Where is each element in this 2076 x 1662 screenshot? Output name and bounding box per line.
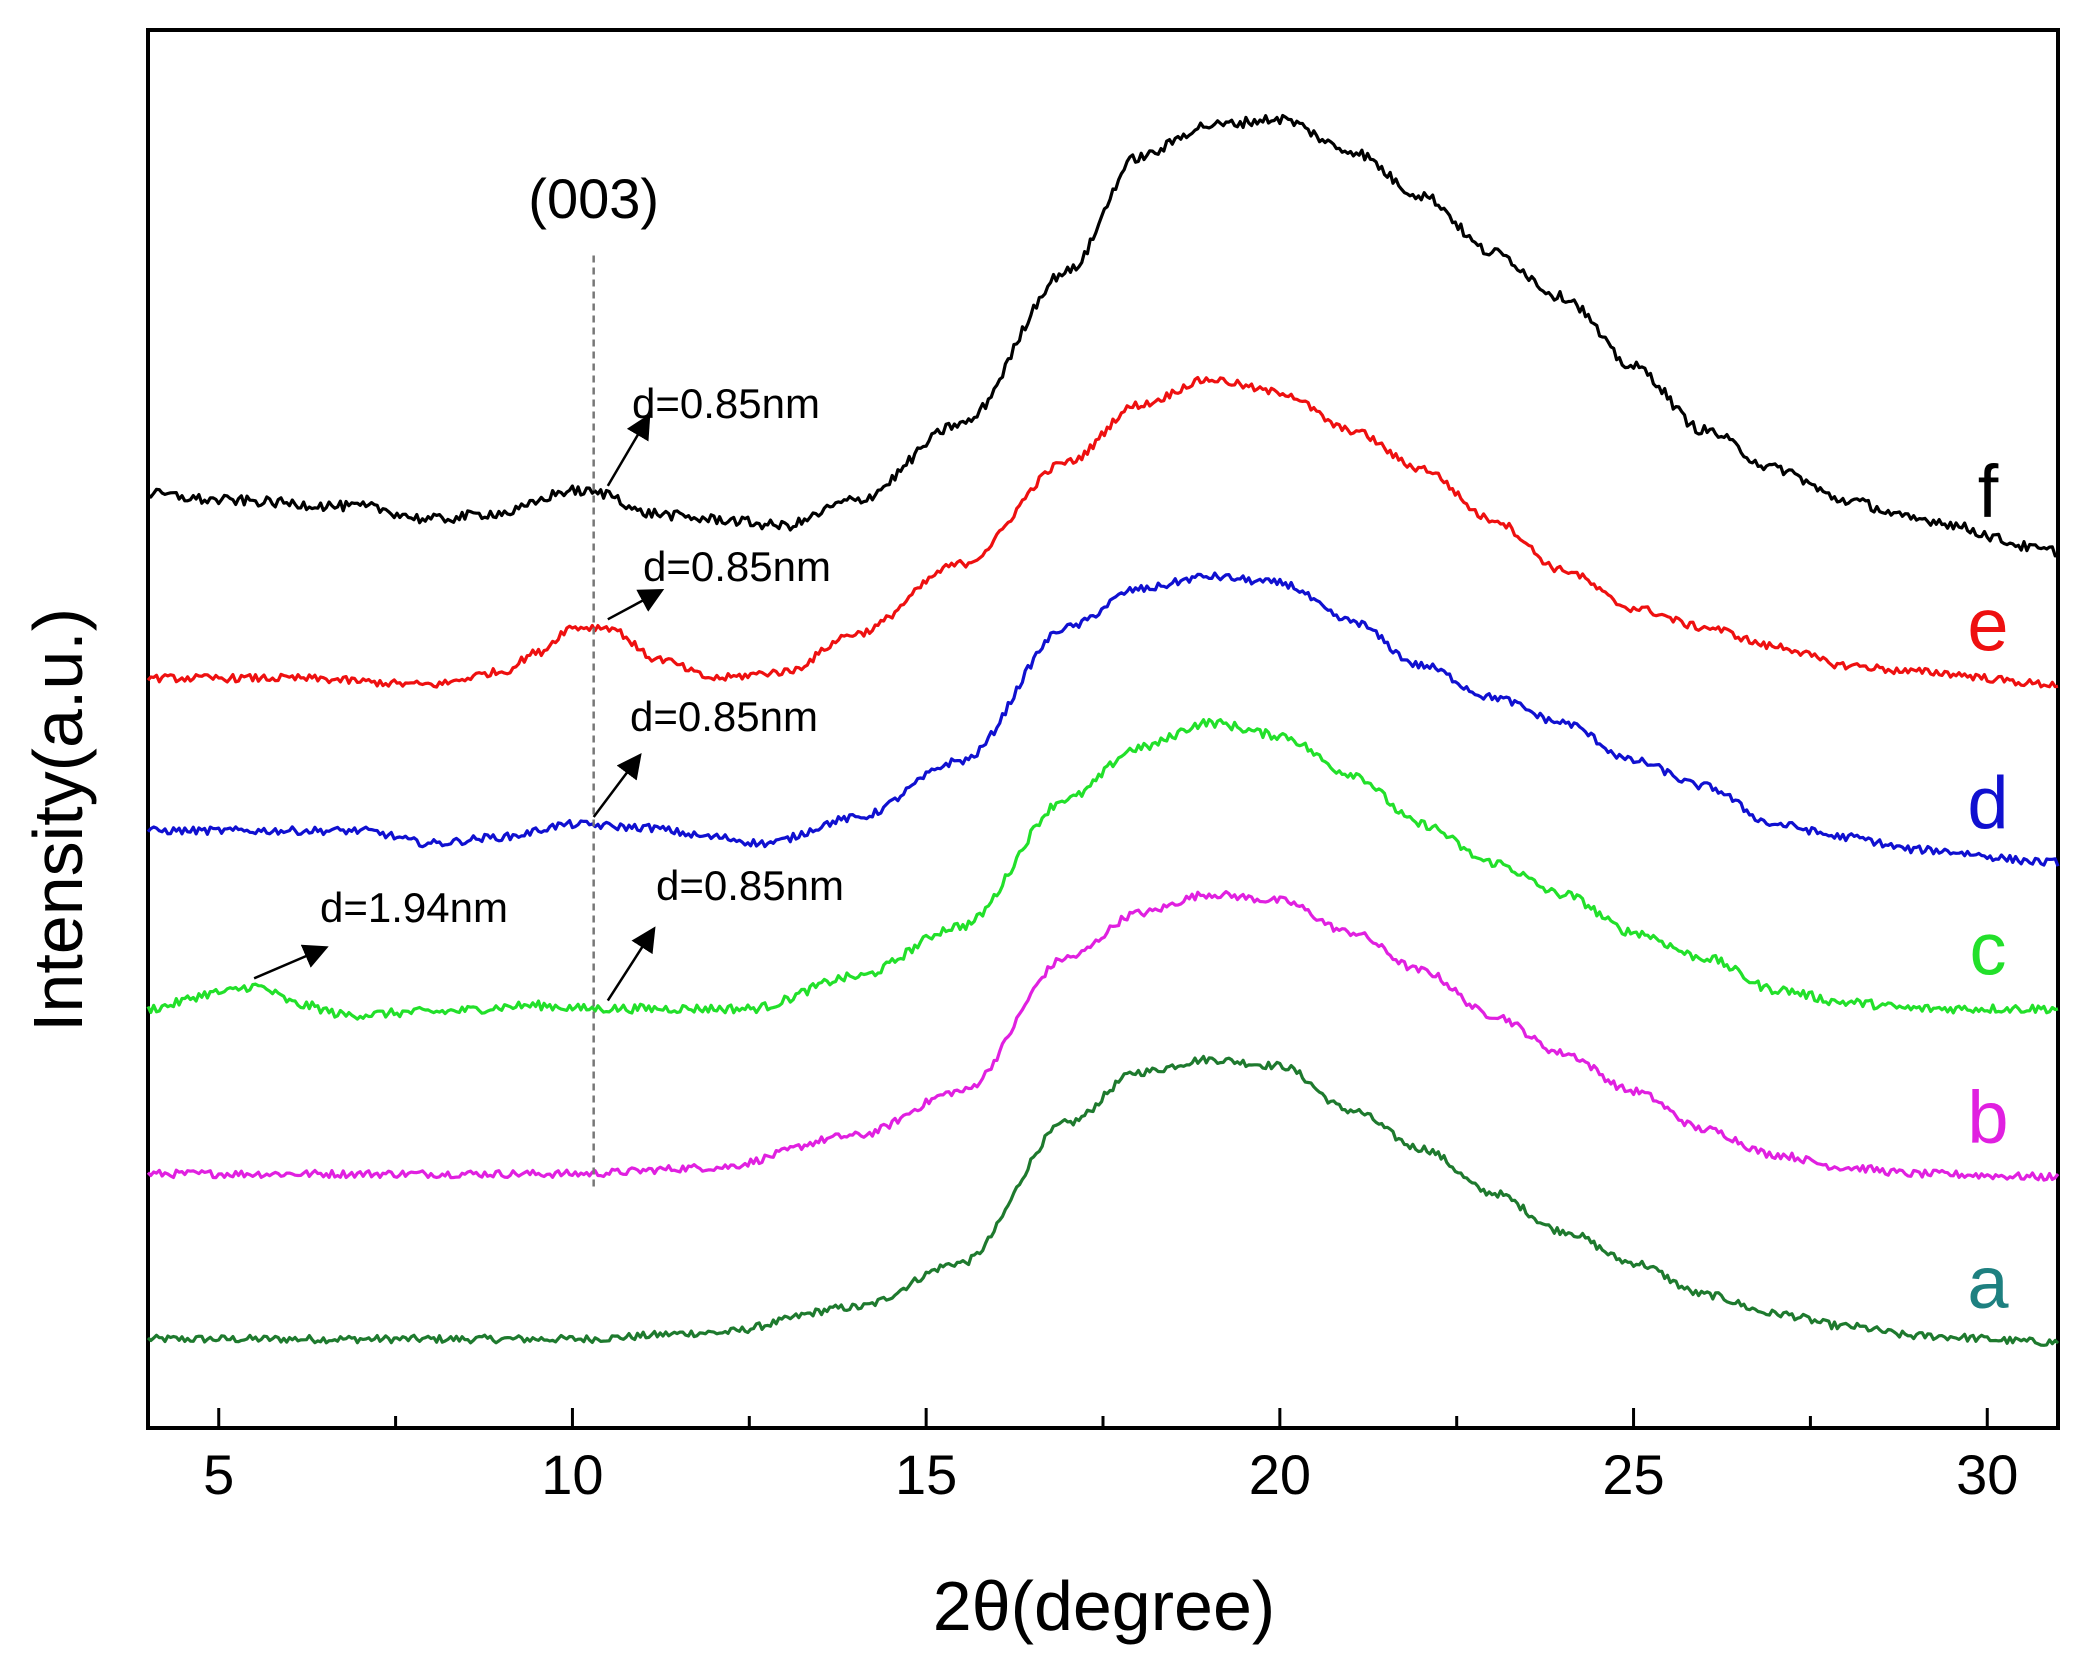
series-label-b: b — [1967, 1076, 2008, 1159]
annotation-arrow — [606, 926, 656, 1002]
annotation-label: d=1.94nm — [320, 884, 508, 931]
series-line-b — [146, 890, 2060, 1182]
y-axis-title: Intensity(a.u.) — [19, 608, 97, 1032]
annotation-label: d=0.85nm — [656, 862, 844, 909]
x-tick-label: 20 — [1249, 1443, 1311, 1506]
plot-frame — [146, 28, 2060, 1430]
annotation-arrow — [607, 588, 665, 621]
series-label-c: c — [1970, 908, 2007, 991]
annotation-label: d=0.85nm — [643, 543, 831, 590]
x-tick-label: 30 — [1956, 1443, 2018, 1506]
x-axis-title: 2θ(degree) — [933, 1567, 1275, 1645]
annotation-arrow — [606, 413, 651, 487]
x-tick-label: 15 — [895, 1443, 957, 1506]
series-label-d: d — [1967, 761, 2008, 844]
series-line-c — [146, 717, 2059, 1021]
series-line-a — [146, 1054, 2060, 1347]
annotation-arrow — [592, 753, 642, 818]
plot-area: ab cd ef (003) d=0.85nm d=0.85nm d=0.85nm d=0.8… — [146, 28, 2060, 1430]
series-label-a: a — [1967, 1241, 2009, 1324]
series-label-e: e — [1967, 584, 2008, 667]
annotation-label: d=0.85nm — [630, 693, 818, 740]
series-line-f — [147, 113, 2059, 558]
annotation-arrow — [253, 944, 329, 980]
annotation-label: d=0.85nm — [632, 380, 820, 427]
x-tick-label: 5 — [203, 1443, 234, 1506]
series-line-e — [146, 375, 2059, 689]
x-axis: 5 10 15 20 25 30 — [203, 1408, 2018, 1506]
reference-line-label: (003) — [528, 167, 659, 230]
series-line-d — [146, 571, 2060, 867]
x-tick-label: 10 — [541, 1443, 603, 1506]
series-label-f: f — [1978, 450, 1999, 533]
x-tick-label: 25 — [1602, 1443, 1664, 1506]
